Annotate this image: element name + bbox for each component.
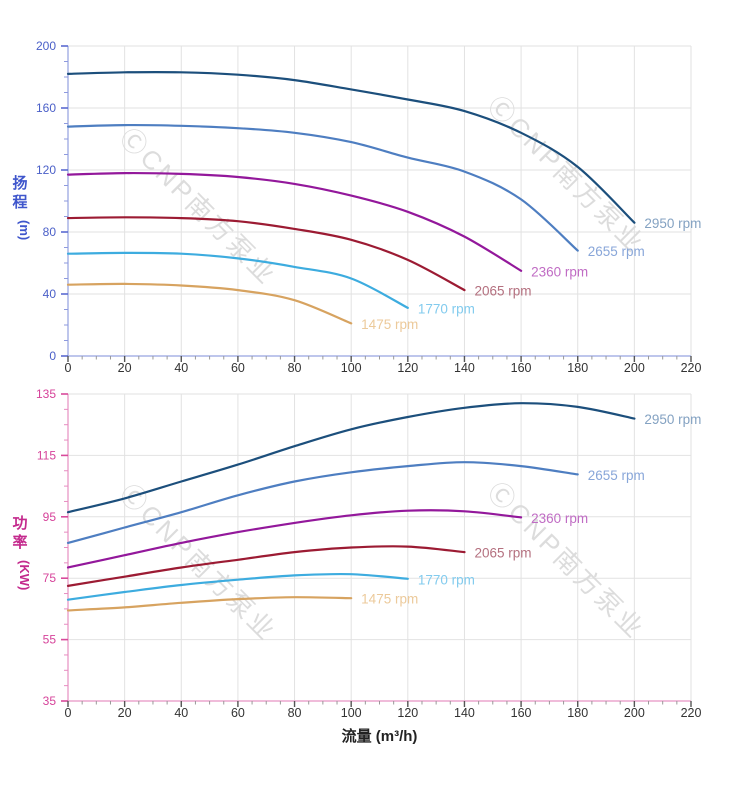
curve-label-2950-rpm: 2950 rpm: [644, 216, 701, 231]
curve-1770-rpm: [66, 572, 409, 601]
head-chart: ⒸCNP南方泵业 ⒸCNP南方泵业 0 40 80 120 160 200 0 20 40 60 80 1…: [12, 39, 701, 375]
curve-label-1475-rpm: 1475 rpm: [361, 592, 418, 607]
curve-label-2360-rpm: 2360 rpm: [531, 511, 588, 526]
y-tick-label: 200: [36, 39, 56, 53]
y-axis-title-char: 扬: [12, 174, 27, 192]
watermark-text: ⒸCNP南方泵业: [482, 476, 651, 645]
y-tick-label: 120: [36, 163, 56, 177]
watermark-text: ⒸCNP南方泵业: [114, 122, 283, 291]
curve-label-2655-rpm: 2655 rpm: [588, 244, 645, 259]
x-tick-label: 180: [567, 361, 588, 375]
x-tick-label: 140: [454, 361, 475, 375]
curve-2065-rpm: [66, 216, 466, 292]
curve-label-1475-rpm: 1475 rpm: [361, 317, 418, 332]
y-axis-title-char: 程: [12, 194, 27, 211]
curve-2655-rpm: [66, 123, 579, 252]
x-tick-label: 120: [397, 361, 418, 375]
y-tick-label: 115: [37, 448, 56, 462]
x-tick-label: 100: [341, 706, 362, 720]
x-axis-title: 流量 (m³/h): [342, 727, 418, 745]
watermark-text: ⒸCNP南方泵业: [482, 90, 651, 259]
curve-2655-rpm: [66, 461, 579, 544]
gridlines: [68, 393, 692, 701]
x-tick-label: 80: [288, 706, 302, 720]
axes: 35 55 75 95 115 135 0 20 40 60 80 100 120 140 160 180 20…: [36, 387, 702, 720]
y-tick-label: 160: [36, 101, 56, 115]
y-axis-title-unit: (m): [17, 220, 32, 240]
x-tick-label: 60: [231, 706, 245, 720]
curve-label-2950-rpm: 2950 rpm: [644, 412, 701, 427]
y-tick-label: 40: [43, 287, 57, 301]
y-tick-label: 55: [43, 633, 57, 647]
curve-1770-rpm: [66, 251, 409, 309]
gridlines: [68, 45, 692, 356]
curves: 2950 rpm 2655 rpm 2360 rpm 2065 rpm 1770 rpm…: [66, 402, 701, 612]
x-tick-label: 20: [118, 706, 132, 720]
y-axis-title: 扬程 (m): [12, 174, 32, 240]
x-tick-label: 0: [65, 706, 72, 720]
x-tick-label: 100: [341, 361, 362, 375]
x-tick-label: 180: [567, 706, 588, 720]
curve-label-2655-rpm: 2655 rpm: [588, 468, 645, 483]
y-axis-title-char: 率: [12, 533, 27, 551]
y-axis-title-char: 功: [12, 515, 27, 532]
x-tick-label: 200: [624, 706, 645, 720]
x-tick-label: 80: [288, 361, 302, 375]
x-tick-label: 220: [681, 361, 702, 375]
x-tick-label: 20: [118, 361, 132, 375]
x-tick-label: 220: [681, 706, 702, 720]
y-tick-label: 0: [49, 349, 56, 363]
x-tick-label: 60: [231, 361, 245, 375]
axes: 0 40 80 120 160 200 0 20 40 60 80 100 120 140 160 180 20…: [36, 39, 702, 375]
x-tick-label: 200: [624, 361, 645, 375]
y-tick-label: 75: [43, 571, 57, 585]
curve-label-1770-rpm: 1770 rpm: [418, 572, 475, 587]
curve-1475-rpm: [66, 282, 353, 325]
x-tick-label: 160: [511, 706, 532, 720]
curve-1475-rpm: [66, 596, 353, 612]
curve-2950-rpm: [66, 71, 636, 224]
watermark-layer: ⒸCNP南方泵业 ⒸCNP南方泵业: [114, 90, 651, 291]
y-axis-title-unit: (KW): [17, 560, 32, 590]
y-tick-label: 135: [36, 387, 56, 401]
x-tick-label: 0: [65, 361, 72, 375]
watermark-text: ⒸCNP南方泵业: [114, 478, 283, 647]
y-tick-label: 80: [43, 225, 57, 239]
x-tick-label: 140: [454, 706, 475, 720]
curve-2360-rpm: [66, 509, 523, 569]
x-tick-label: 40: [174, 361, 188, 375]
curve-2950-rpm: [66, 402, 636, 514]
x-tick-label: 160: [511, 361, 532, 375]
curve-label-2360-rpm: 2360 rpm: [531, 264, 588, 279]
x-tick-label: 120: [397, 706, 418, 720]
curve-label-2065-rpm: 2065 rpm: [474, 546, 531, 561]
y-tick-label: 95: [43, 510, 57, 524]
curve-2360-rpm: [66, 171, 523, 272]
watermark-layer: ⒸCNP南方泵业 ⒸCNP南方泵业: [114, 476, 651, 647]
x-tick-label: 40: [174, 706, 188, 720]
y-tick-label: 35: [43, 694, 57, 708]
curve-2065-rpm: [66, 545, 466, 587]
y-axis-title: 功率 (KW): [12, 515, 32, 590]
power-chart: ⒸCNP南方泵业 ⒸCNP南方泵业 35 55 75 95 115 135 0 20 40 60 80 1…: [12, 387, 701, 745]
curve-label-1770-rpm: 1770 rpm: [418, 301, 475, 316]
curve-label-2065-rpm: 2065 rpm: [474, 284, 531, 299]
